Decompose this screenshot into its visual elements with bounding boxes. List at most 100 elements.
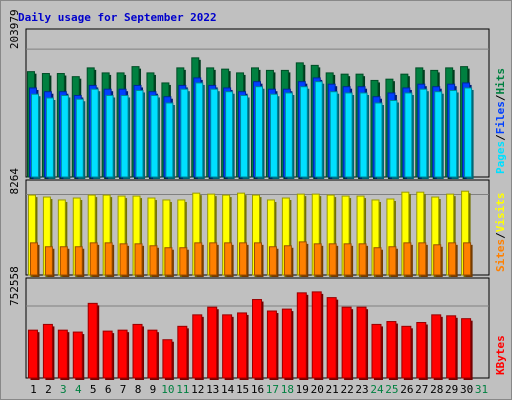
legend-separator: /: [494, 94, 507, 101]
bar-kbytes-day-28: [431, 314, 442, 379]
bar-kbytes-day-24: [371, 323, 382, 379]
bar-kbytes-day-16: [252, 299, 262, 379]
bar-pages-day-1: [30, 93, 39, 178]
day-label-6: 6: [105, 383, 112, 396]
day-label-31: 31: [475, 383, 488, 396]
bar-kbytes-day-21: [326, 297, 337, 379]
bar-kbytes-day-17: [266, 310, 277, 379]
bar-sites-day-22: [343, 243, 352, 276]
day-label-12: 12: [191, 383, 204, 396]
day-label-29: 29: [445, 383, 458, 396]
bar-sites-day-24: [373, 247, 382, 276]
day-label-28: 28: [430, 383, 443, 396]
day-label-27: 27: [415, 383, 428, 396]
legend-separator: /: [494, 134, 507, 141]
bar-pages-day-27: [419, 88, 428, 178]
bar-sites-day-14: [224, 242, 233, 276]
bar-pages-day-8: [135, 89, 144, 178]
bar-kbytes-day-3: [57, 329, 68, 379]
bar-sites-day-16: [254, 242, 262, 276]
legend-files: Files: [494, 101, 507, 134]
day-label-21: 21: [326, 383, 339, 396]
panel-visits-sites: 8264 Sites/Visits: [8, 168, 507, 277]
bar-pages-day-3: [60, 94, 69, 178]
bar-pages-day-22: [344, 92, 353, 178]
bar-kbytes-day-30: [461, 318, 472, 379]
bar-pages-day-2: [45, 97, 54, 178]
day-label-17: 17: [266, 383, 279, 396]
bar-pages-day-14: [225, 91, 234, 178]
bar-kbytes-day-14: [222, 314, 233, 379]
bar-pages-day-16: [255, 86, 263, 178]
day-label-4: 4: [75, 383, 82, 396]
bar-pages-day-17: [269, 93, 278, 178]
bar-pages-day-29: [449, 89, 458, 178]
day-label-26: 26: [400, 383, 413, 396]
bar-pages-day-7: [120, 94, 129, 178]
day-label-7: 7: [120, 383, 127, 396]
bar-sites-day-9: [149, 245, 158, 276]
bar-sites-day-8: [134, 243, 143, 276]
bar-pages-day-25: [389, 99, 398, 178]
bar-kbytes-day-19: [296, 292, 307, 379]
bar-kbytes-day-11: [177, 325, 188, 379]
bar-sites-day-12: [194, 242, 203, 276]
day-label-23: 23: [355, 383, 368, 396]
bar-sites-day-21: [328, 243, 337, 276]
day-label-2: 2: [45, 383, 52, 396]
bar-pages-day-11: [180, 88, 189, 178]
bar-sites-day-26: [403, 242, 412, 276]
chart-title: Daily usage for September 2022: [18, 11, 217, 24]
bar-kbytes-day-12: [192, 314, 203, 379]
legend-visits-sites: Sites/Visits: [494, 193, 507, 273]
bar-kbytes-day-22: [341, 306, 352, 379]
day-label-30: 30: [460, 383, 473, 396]
bar-sites-day-13: [209, 242, 218, 276]
bar-sites-day-23: [358, 243, 367, 276]
legend-pages: Pages: [494, 141, 507, 174]
bar-pages-day-10: [165, 102, 174, 178]
day-axis: 1 2 3 4 5 6 7 8 9 10 11 12 13 14 15 16 17 18 19 20 21 22 23 24 2…: [30, 383, 488, 396]
bar-sites-day-25: [388, 246, 397, 276]
bar-pages-day-19: [299, 86, 308, 178]
bar-kbytes-day-4: [72, 331, 83, 379]
bar-kbytes-day-15: [237, 312, 248, 379]
day-label-22: 22: [340, 383, 353, 396]
day-label-24: 24: [370, 383, 384, 396]
bar-sites-day-2: [44, 246, 53, 276]
bar-pages-day-26: [404, 92, 413, 178]
bar-kbytes-day-13: [207, 306, 218, 379]
bar-pages-day-28: [434, 91, 443, 178]
day-label-14: 14: [221, 383, 235, 396]
day-label-8: 8: [135, 383, 142, 396]
bar-pages-day-30: [464, 87, 473, 178]
day-label-25: 25: [385, 383, 398, 396]
bar-kbytes-day-25: [386, 321, 397, 379]
bar-sites-day-1: [29, 242, 38, 276]
bar-sites-day-20: [313, 243, 322, 276]
bar-sites-day-17: [268, 246, 277, 276]
day-label-16: 16: [251, 383, 264, 396]
y-tick-label: 203979: [8, 9, 21, 49]
bar-kbytes-day-27: [416, 321, 427, 379]
bar-kbytes-day-9: [147, 329, 158, 379]
day-label-13: 13: [206, 383, 219, 396]
bar-sites-day-3: [59, 246, 68, 276]
bar-sites-day-29: [448, 242, 457, 276]
chart-panels: 203979Pages/Files/Hits8264Sites/Visits75…: [8, 9, 507, 380]
bar-kbytes-day-23: [356, 306, 367, 379]
bar-kbytes-day-1: [27, 329, 38, 379]
series-sites: [29, 241, 473, 277]
y-tick-label: 752558: [8, 266, 21, 306]
bar-kbytes-day-6: [102, 330, 113, 379]
bar-kbytes-day-26: [401, 325, 412, 379]
legend-hits-files-pages: Pages/Files/Hits: [494, 68, 507, 174]
bar-sites-day-15: [239, 242, 248, 276]
day-label-9: 9: [150, 383, 157, 396]
series-visits: [27, 190, 471, 277]
panel-kbytes: 752558 KBytes: [8, 266, 507, 380]
bar-pages-day-23: [359, 92, 368, 178]
y-tick-label: 8264: [8, 168, 21, 195]
bar-pages-day-9: [150, 94, 159, 178]
